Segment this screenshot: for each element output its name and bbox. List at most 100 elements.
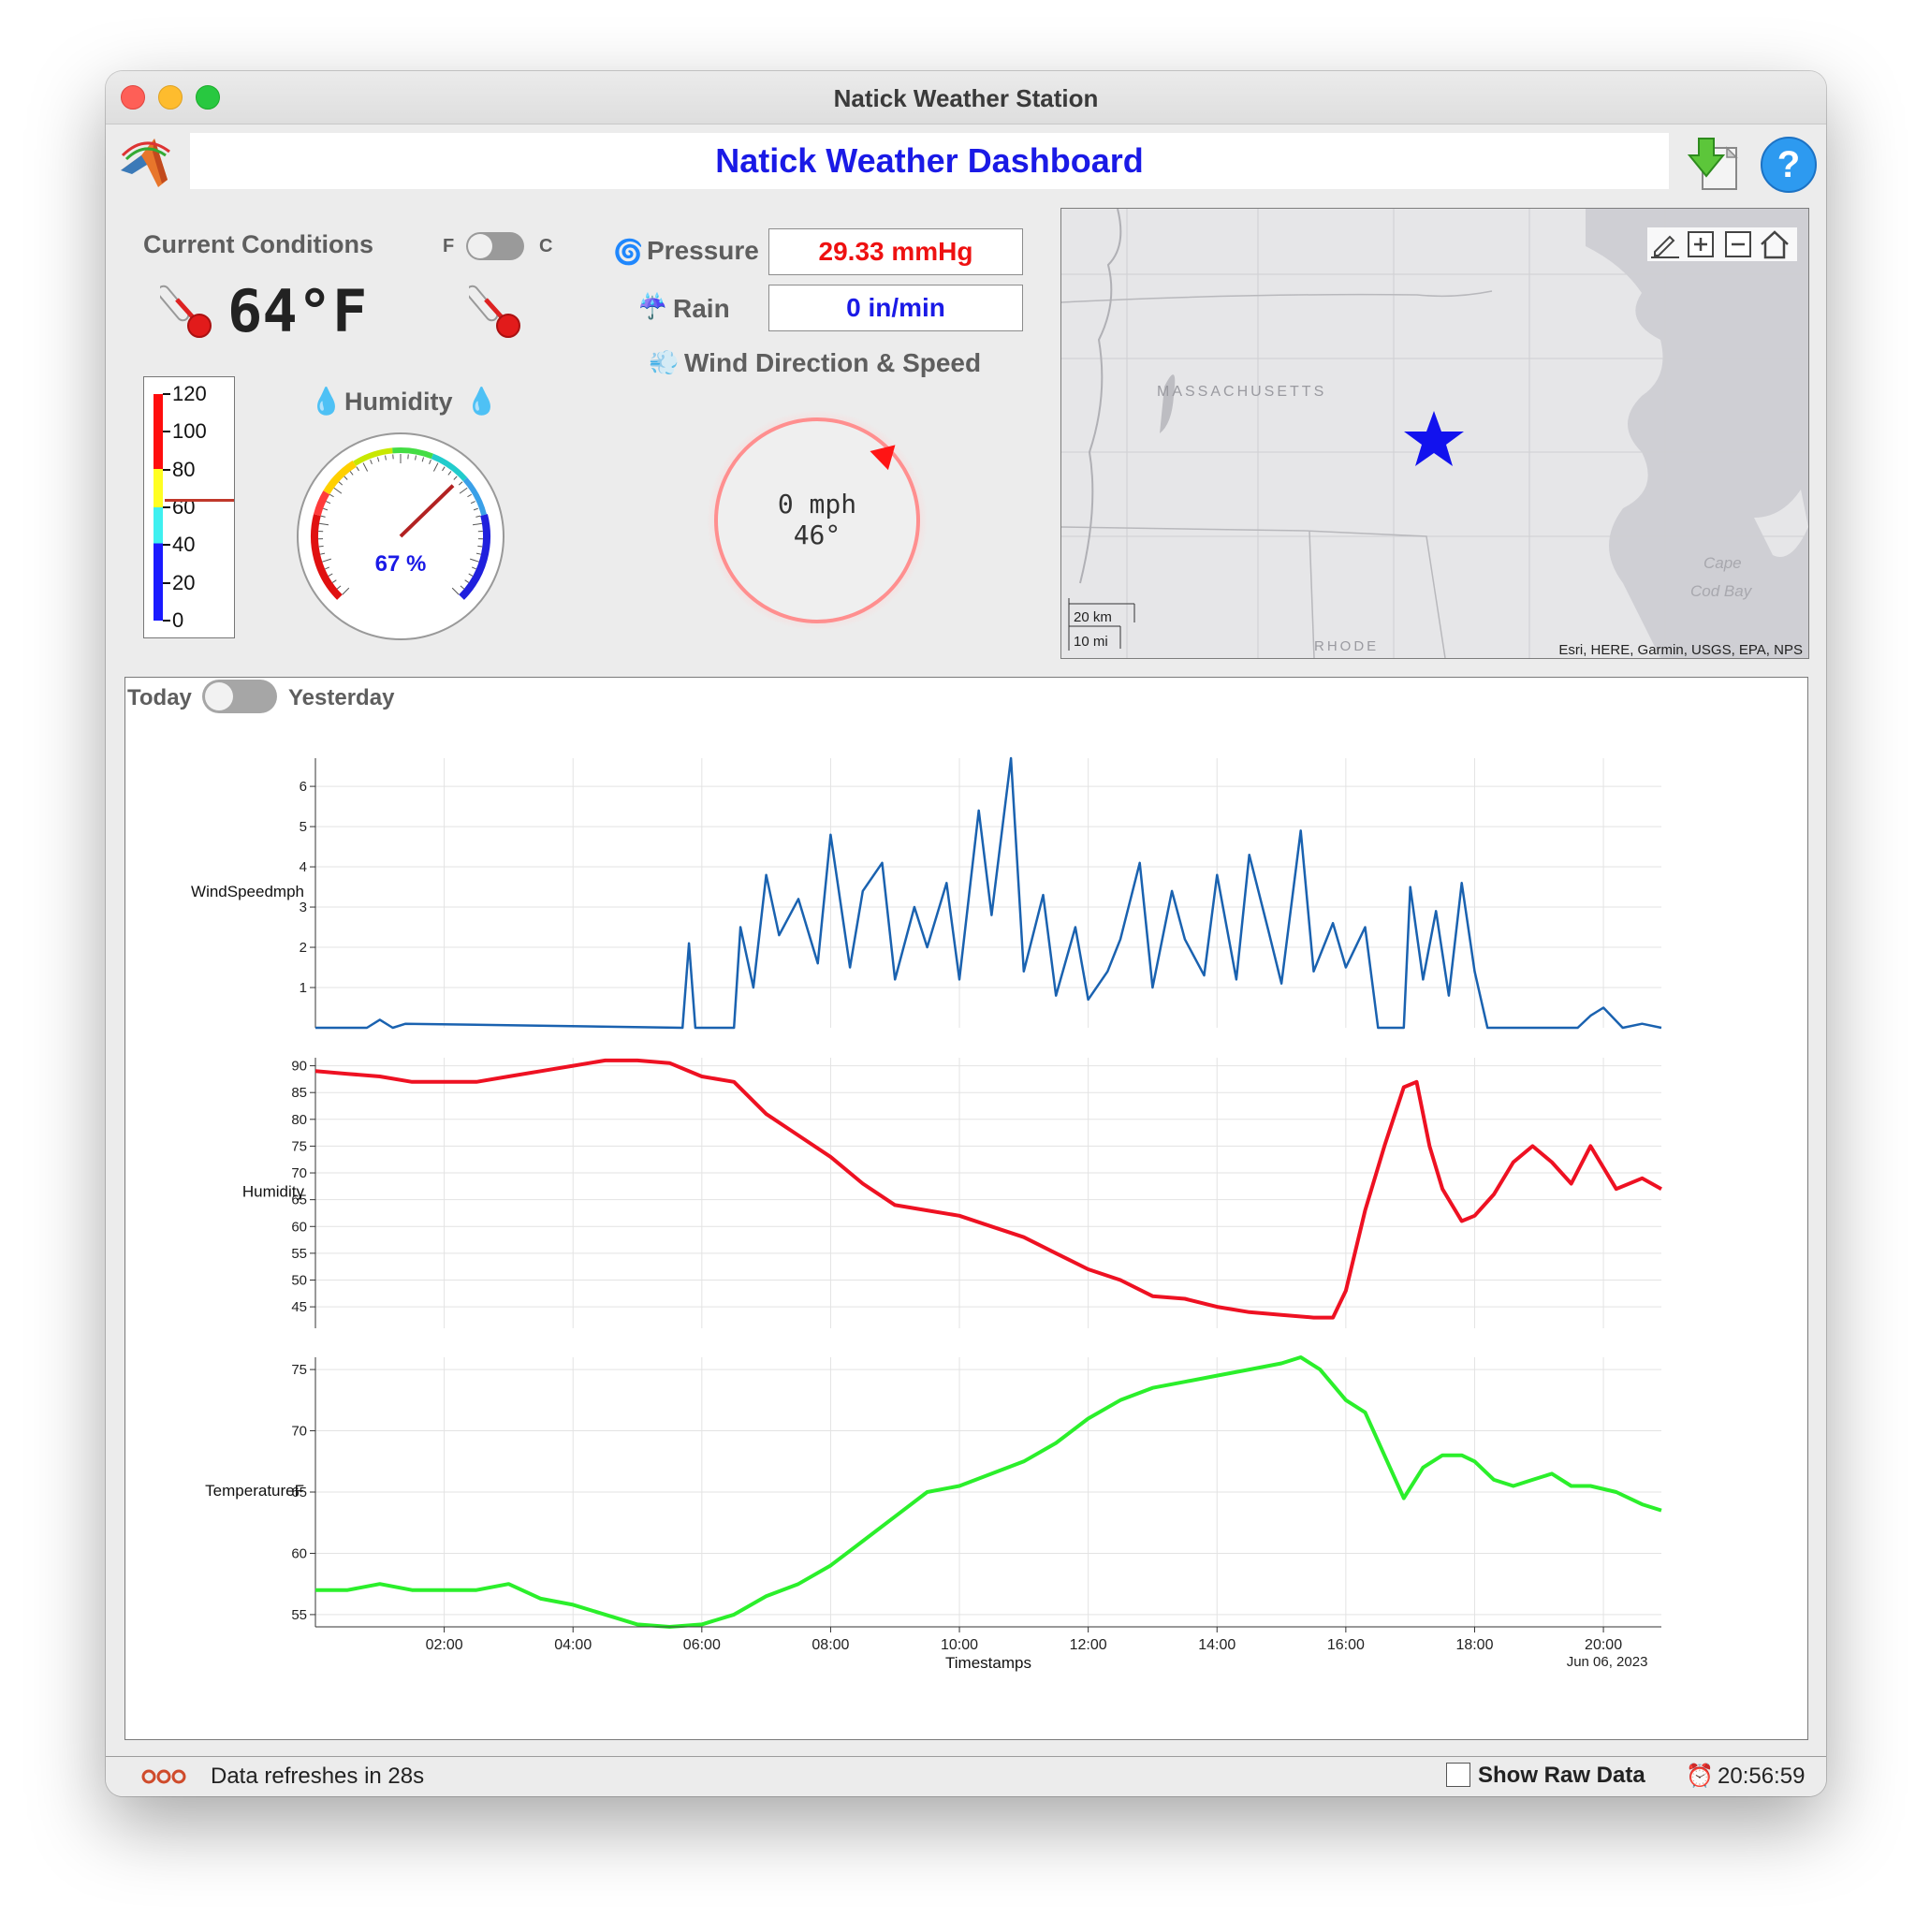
- y-tick-label: 80: [291, 1112, 307, 1128]
- weather-charts[interactable]: 123456WindSpeedmph45505560657075808590Hu…: [125, 678, 1807, 1739]
- clock-icon: ⏰: [1686, 1764, 1714, 1789]
- humidity-tick: [329, 493, 334, 498]
- wind-icon: 💨: [649, 348, 680, 376]
- show-raw-data-checkbox[interactable]: [1446, 1763, 1470, 1787]
- humidity-tick: [429, 459, 431, 465]
- x-tick-label: 06:00: [683, 1637, 721, 1653]
- humidity-tick: [472, 522, 482, 526]
- close-window-button[interactable]: [121, 85, 145, 110]
- x-axis-label: Timestamps: [945, 1654, 1031, 1672]
- y-tick-label: 70: [291, 1424, 307, 1440]
- day-toggle[interactable]: [202, 680, 277, 713]
- humidity-tick: [470, 558, 479, 563]
- humidity-tick: [331, 579, 337, 583]
- umbrella-icon: ☔: [637, 292, 668, 320]
- station-marker-star[interactable]: [1404, 411, 1464, 466]
- thermometer-tick-label: 100: [172, 419, 207, 444]
- humidity-tick: [328, 573, 333, 577]
- y-tick-label: 65: [291, 1193, 307, 1208]
- humidity-tick: [473, 507, 478, 511]
- y-tick-label: 75: [291, 1362, 307, 1378]
- map-label-massachusetts: MASSACHUSETTS: [1157, 384, 1326, 400]
- humidity-gauge: 67 %: [297, 432, 504, 640]
- humidity-tick: [415, 455, 417, 461]
- humidity-arc: [353, 447, 393, 466]
- thermometer-tick-label: 40: [172, 533, 196, 557]
- humidity-tick: [320, 515, 326, 518]
- x-tick-label: 04:00: [554, 1637, 592, 1653]
- water-drop-icon: 💧: [310, 387, 343, 416]
- map-panel[interactable]: MASSACHUSETTS RHODE Cape Cod Bay 20 km 1…: [1060, 208, 1809, 659]
- map-canvas[interactable]: MASSACHUSETTS RHODE Cape Cod Bay 20 km 1…: [1061, 209, 1808, 658]
- y-tick-label: 55: [291, 1246, 307, 1262]
- map-attribution: Esri, HERE, Garmin, USGS, EPA, NPS: [1558, 642, 1803, 658]
- humidity-tick: [451, 587, 460, 595]
- y-axis-label: Humidity: [242, 1183, 305, 1201]
- y-tick-label: 1: [300, 980, 307, 996]
- water-drop-icon: 💧: [465, 387, 498, 416]
- humidity-tick: [421, 457, 425, 462]
- y-tick-label: 2: [300, 940, 307, 956]
- y-tick-label: 70: [291, 1165, 307, 1181]
- download-icon[interactable]: [1686, 135, 1744, 193]
- refresh-status: Data refreshes in 28s: [211, 1764, 425, 1789]
- zoom-out-icon[interactable]: [1725, 231, 1751, 257]
- humidity-tick: [442, 466, 446, 472]
- series-line: [315, 756, 1662, 1030]
- humidity-tick: [470, 501, 475, 505]
- zoom-in-icon[interactable]: [1688, 231, 1714, 257]
- current-conditions-title: Current Conditions: [143, 230, 373, 258]
- map-label-rhode: RHODE: [1314, 638, 1379, 654]
- humidity-tick: [325, 566, 330, 570]
- y-tick-label: 5: [300, 819, 307, 835]
- thermometer-tick-label: 0: [172, 608, 184, 632]
- humidity-arc: [392, 447, 433, 460]
- humidity-tick: [319, 522, 329, 526]
- cyclone-icon: 🌀: [613, 238, 644, 266]
- humidity-tick: [453, 476, 458, 480]
- series-line: [315, 1355, 1662, 1629]
- thermometer-tick-label: 80: [172, 457, 196, 481]
- minimize-window-button[interactable]: [158, 85, 183, 110]
- humidity-tick: [447, 471, 452, 476]
- thermometer-tick: [163, 431, 170, 433]
- thermometer-tick: [163, 468, 170, 471]
- unit-toggle[interactable]: [466, 232, 524, 260]
- y-tick-label: 90: [291, 1059, 307, 1075]
- wind-compass: 0 mph 46°: [707, 410, 928, 631]
- pressure-field: 29.33 mmHg: [768, 228, 1023, 275]
- x-tick-label: 18:00: [1455, 1637, 1493, 1653]
- humidity-needle: [399, 484, 455, 538]
- humidity-tick: [477, 545, 483, 548]
- humidity-tick: [376, 457, 380, 462]
- date-label: Jun 06, 2023: [1567, 1654, 1648, 1670]
- humidity-tick: [471, 566, 476, 570]
- charts-panel: Today Yesterday 1 2 3 4 5 6 WindSpeedmph 45 50 55…: [124, 677, 1808, 1740]
- unit-f-label: F: [443, 236, 455, 256]
- show-raw-data-label: Show Raw Data: [1478, 1763, 1645, 1788]
- home-icon[interactable]: [1761, 230, 1789, 259]
- today-label: Today: [127, 685, 192, 710]
- humidity-tick: [336, 585, 342, 590]
- title-bar: Natick Weather Station: [106, 71, 1826, 124]
- x-tick-label: 12:00: [1070, 1637, 1107, 1653]
- thermometer-tick: [163, 581, 170, 584]
- matlab-logo-icon: [121, 139, 170, 187]
- humidity-tick: [344, 476, 348, 480]
- humidity-tick: [475, 515, 481, 518]
- thermometer-gauge: 120 100 80 60 40 20 0: [143, 376, 235, 638]
- unit-c-label: C: [539, 236, 553, 256]
- humidity-arc: [462, 477, 488, 516]
- temperature-readout: 64°F: [227, 277, 368, 345]
- y-tick-label: 4: [300, 859, 307, 875]
- thermometer-tick: [163, 544, 170, 547]
- zoom-window-button[interactable]: [196, 85, 220, 110]
- humidity-tick: [333, 487, 343, 494]
- humidity-tick: [432, 462, 439, 472]
- thermometer-tick: [163, 393, 170, 395]
- help-icon[interactable]: ?: [1759, 135, 1819, 195]
- thermometer-tick-label: 20: [172, 570, 196, 594]
- y-tick-label: 75: [291, 1138, 307, 1154]
- edit-icon[interactable]: [1651, 235, 1679, 258]
- humidity-tick: [464, 579, 470, 583]
